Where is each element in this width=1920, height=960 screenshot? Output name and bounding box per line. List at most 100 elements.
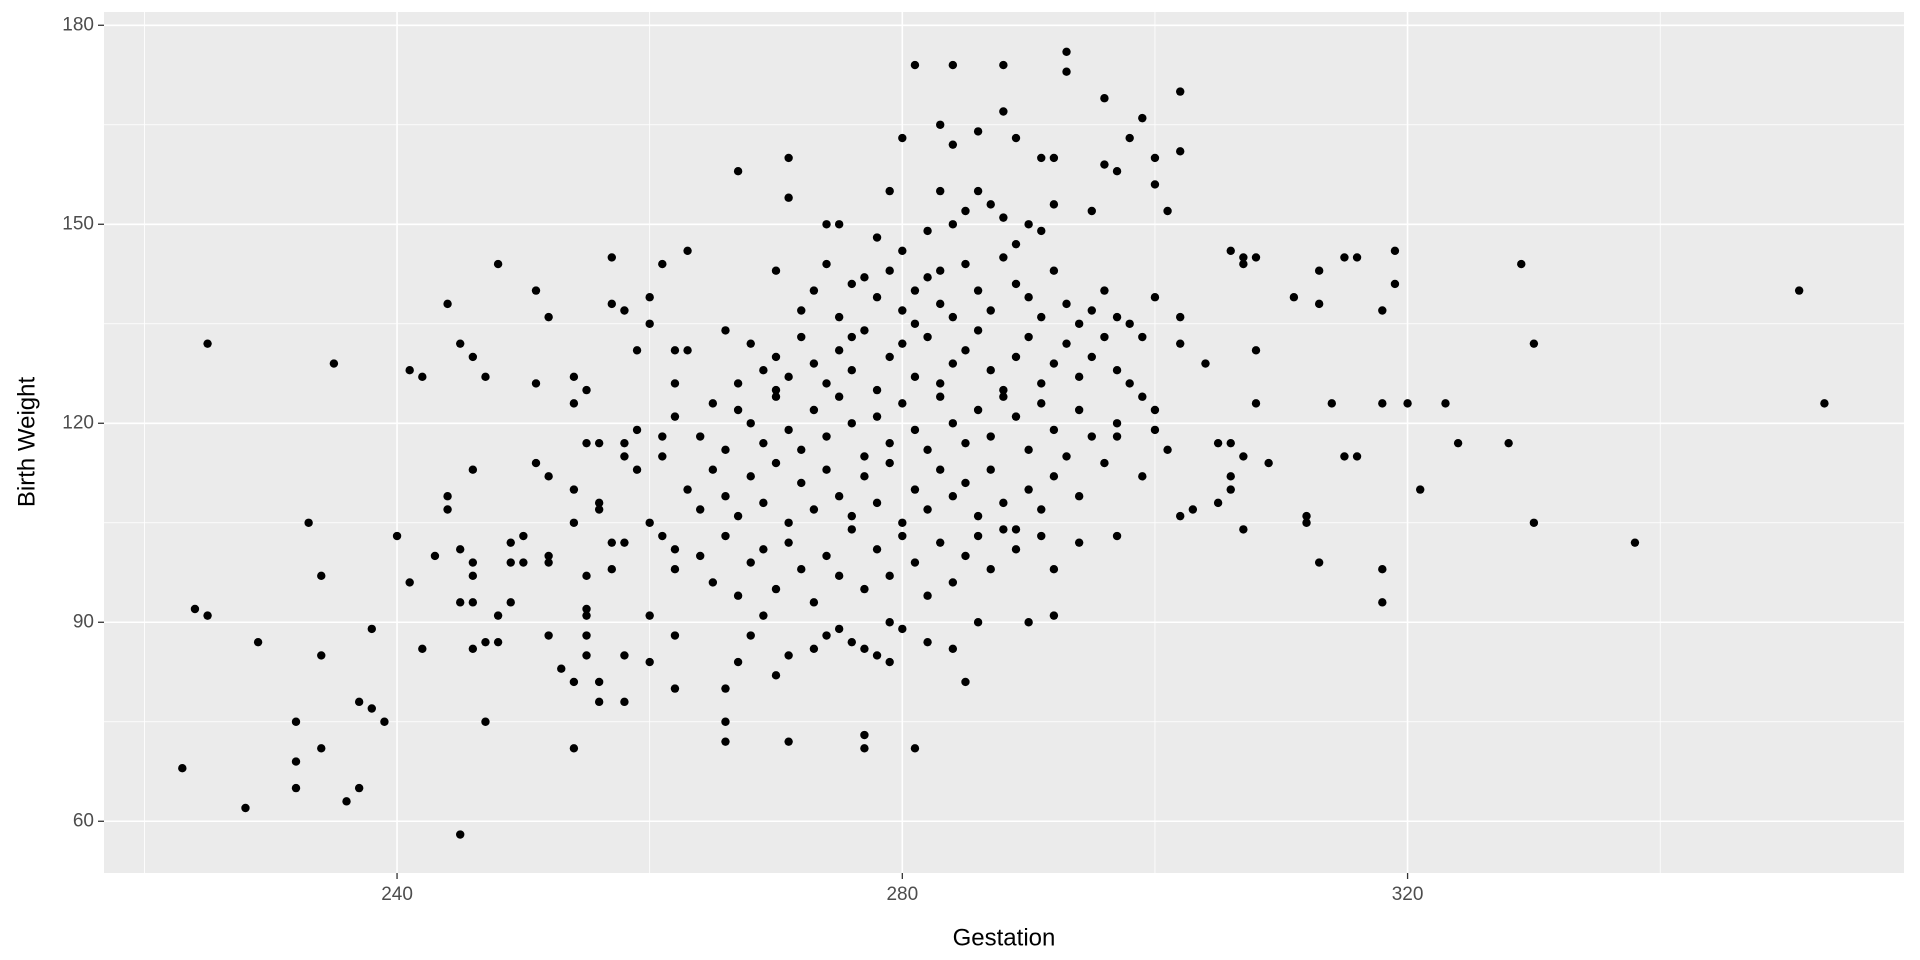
point	[544, 312, 553, 322]
point	[809, 405, 819, 415]
point	[910, 60, 920, 70]
point	[973, 405, 983, 415]
point	[468, 571, 478, 581]
point	[670, 346, 680, 355]
point	[1504, 438, 1513, 448]
point	[784, 538, 793, 547]
point	[809, 505, 819, 514]
point	[809, 286, 819, 295]
point	[1302, 511, 1311, 521]
point	[1112, 166, 1122, 176]
point	[468, 352, 478, 362]
point	[607, 564, 616, 574]
point	[1125, 133, 1134, 143]
point	[721, 445, 730, 454]
point	[1100, 286, 1109, 295]
point	[645, 657, 654, 667]
point	[1138, 392, 1147, 401]
point	[973, 531, 983, 541]
point	[481, 637, 490, 647]
point	[1213, 438, 1223, 448]
point	[670, 564, 680, 574]
point	[405, 365, 414, 375]
point	[822, 465, 831, 474]
point	[468, 644, 478, 653]
point	[1024, 332, 1033, 342]
point	[354, 783, 364, 793]
point	[544, 631, 553, 640]
point	[1049, 266, 1059, 275]
point	[342, 797, 351, 806]
point	[948, 60, 958, 70]
point	[746, 419, 755, 428]
point	[594, 505, 604, 514]
point	[1378, 564, 1387, 574]
point	[872, 412, 882, 421]
x-tick-label: 280	[886, 884, 918, 905]
point	[1049, 564, 1059, 574]
point	[291, 757, 301, 766]
point	[696, 505, 705, 514]
point	[771, 671, 781, 680]
point	[936, 299, 945, 309]
point	[834, 492, 844, 501]
point	[1340, 253, 1349, 262]
point	[999, 253, 1008, 262]
point	[885, 571, 894, 581]
point	[506, 538, 515, 547]
point	[771, 458, 781, 468]
point	[620, 697, 629, 707]
point	[582, 604, 591, 614]
point	[708, 399, 718, 408]
point	[948, 312, 958, 322]
point	[973, 618, 983, 627]
point	[948, 359, 958, 368]
point	[973, 186, 983, 196]
point	[531, 458, 541, 468]
point	[885, 186, 894, 196]
point	[1517, 259, 1526, 269]
point	[961, 677, 970, 687]
point	[1176, 147, 1185, 156]
point	[708, 465, 718, 474]
point	[1112, 312, 1122, 322]
point	[999, 213, 1008, 222]
point	[1239, 452, 1248, 461]
point	[822, 379, 831, 388]
point	[784, 737, 793, 746]
point	[203, 339, 212, 348]
point	[973, 127, 983, 136]
point	[481, 372, 490, 382]
point	[822, 432, 831, 441]
point	[456, 545, 465, 554]
point	[759, 365, 768, 375]
point	[961, 259, 970, 269]
point	[910, 558, 920, 567]
point	[582, 631, 591, 640]
point	[847, 279, 856, 289]
point	[1049, 359, 1059, 368]
point	[456, 598, 465, 607]
point	[847, 365, 856, 375]
point	[1352, 452, 1362, 461]
point	[1529, 339, 1539, 348]
point	[670, 545, 680, 554]
point	[1226, 485, 1235, 494]
point	[733, 591, 743, 600]
y-tick-label: 180	[62, 14, 94, 35]
point	[1302, 518, 1311, 527]
point	[1074, 319, 1084, 328]
point	[506, 558, 515, 567]
point	[999, 525, 1008, 534]
point	[1340, 452, 1349, 461]
point	[784, 372, 793, 382]
point	[1011, 412, 1021, 421]
y-tick-label: 120	[62, 412, 94, 433]
point	[973, 326, 983, 335]
point	[582, 571, 591, 581]
x-tick-label: 240	[381, 884, 413, 905]
panel-background	[104, 12, 1904, 873]
point	[885, 266, 894, 275]
